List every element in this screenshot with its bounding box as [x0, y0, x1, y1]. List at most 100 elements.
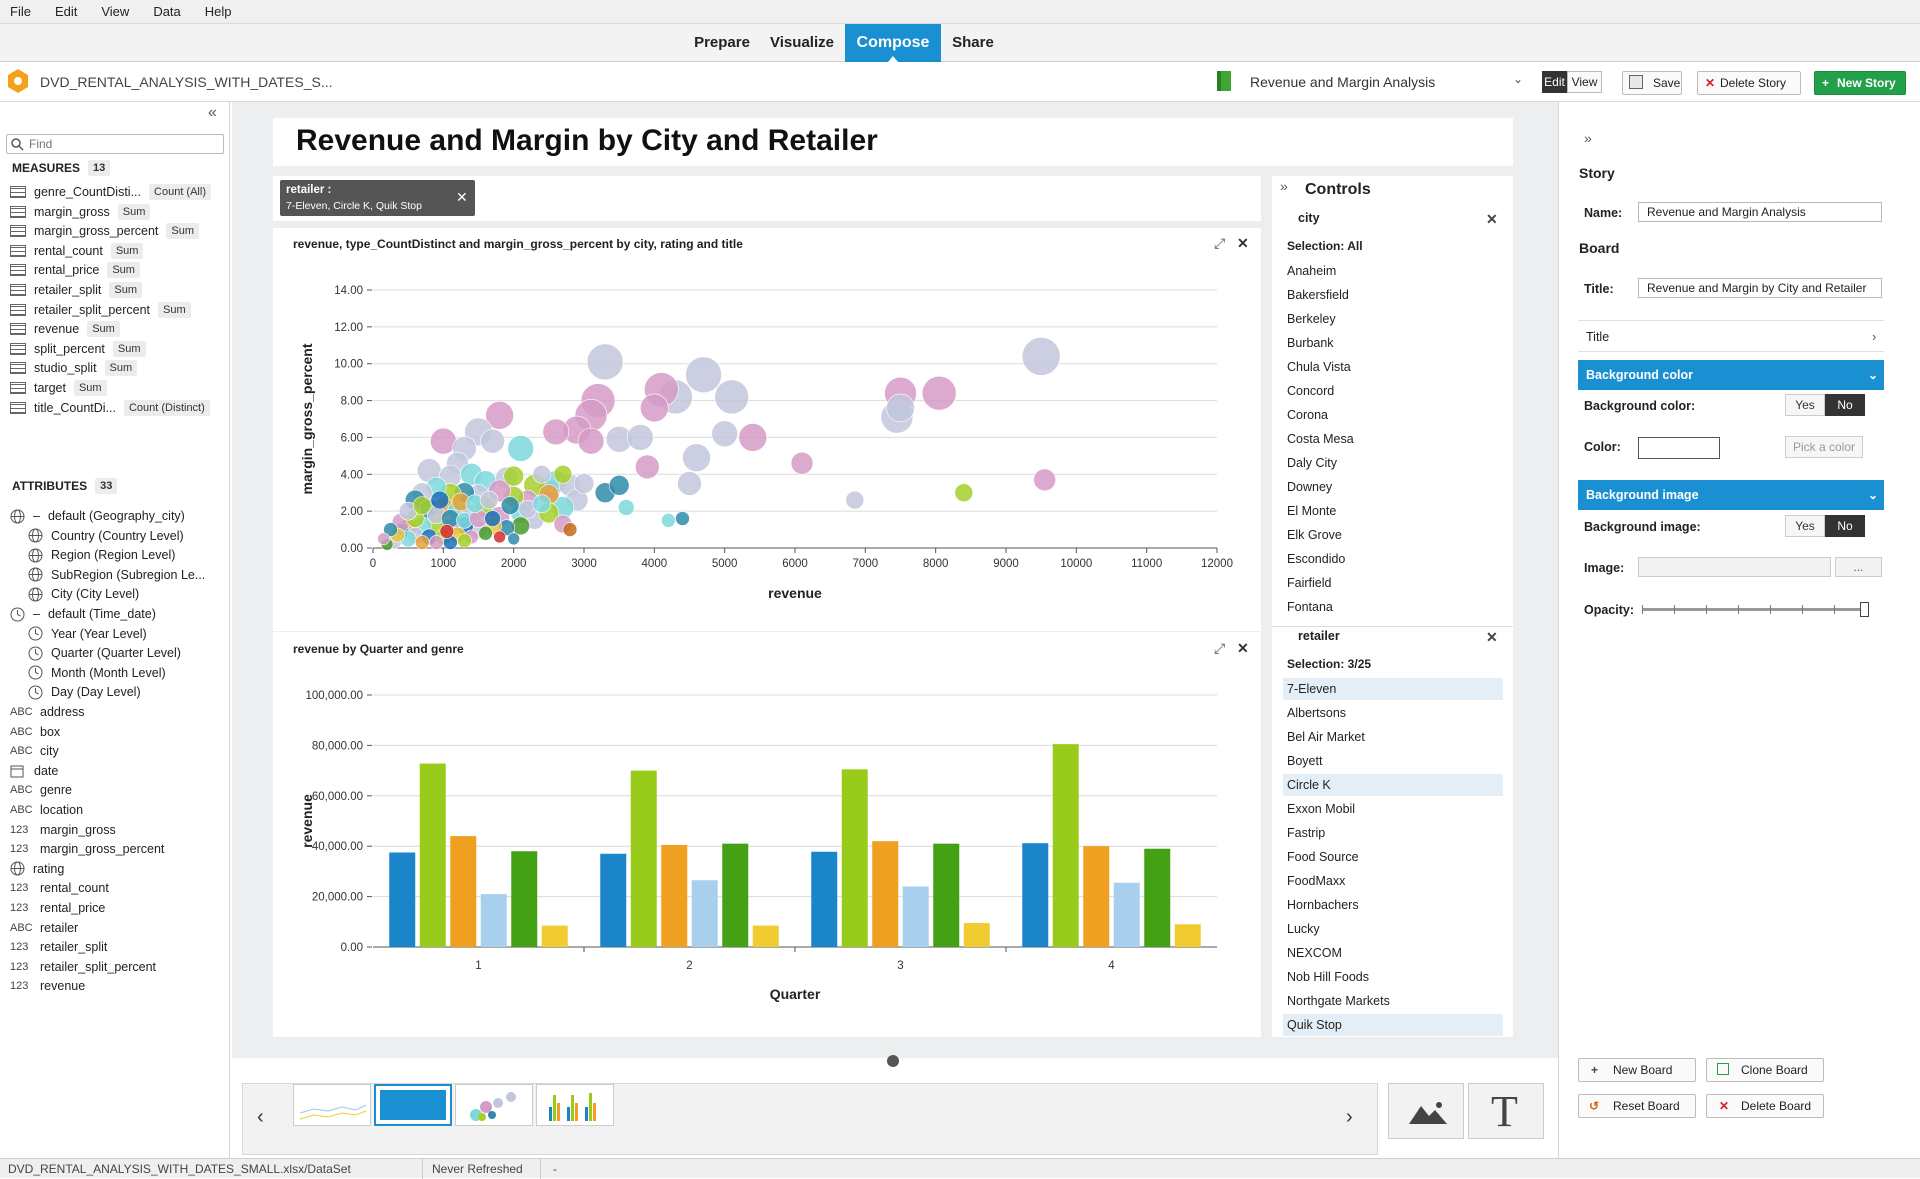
city-option[interactable]: Burbank	[1287, 336, 1334, 350]
city-option[interactable]: Fontana	[1287, 600, 1333, 614]
scatter-point[interactable]	[586, 343, 624, 381]
scatter-point[interactable]	[682, 443, 711, 472]
page-indicator-dot[interactable]	[887, 1055, 899, 1067]
scatter-point[interactable]	[626, 424, 654, 451]
collapse-controls-icon[interactable]: »	[1280, 178, 1288, 194]
remove-retailer-control-icon[interactable]: ✕	[1486, 629, 1498, 645]
new-board-button[interactable]: + New Board	[1578, 1058, 1696, 1082]
filmstrip-next-icon[interactable]: ›	[1346, 1106, 1353, 1128]
scatter-point[interactable]	[478, 525, 493, 541]
scatter-point[interactable]	[377, 532, 390, 546]
search-field[interactable]	[6, 134, 224, 154]
attribute-item[interactable]: 123 rental_count	[10, 879, 109, 897]
add-text-button[interactable]: T	[1468, 1083, 1544, 1139]
filmstrip-prev-icon[interactable]: ‹	[257, 1106, 264, 1128]
scatter-point[interactable]	[429, 535, 444, 550]
scatter-point[interactable]	[640, 393, 669, 423]
measure-item[interactable]: margin_gross_percent Sum	[10, 222, 199, 240]
attribute-item[interactable]: 123 revenue	[10, 977, 85, 995]
scatter-point[interactable]	[738, 423, 768, 452]
bg-image-yes-toggle[interactable]: Yes	[1785, 515, 1825, 537]
opacity-slider-handle[interactable]	[1860, 602, 1869, 617]
attributes-header[interactable]: ATTRIBUTES 33	[12, 478, 118, 494]
close-icon[interactable]: ✕	[1237, 235, 1249, 251]
scatter-point[interactable]	[507, 532, 520, 546]
retailer-option[interactable]: Fastrip	[1287, 826, 1326, 840]
bar[interactable]	[450, 836, 477, 947]
measure-item[interactable]: revenue Sum	[10, 320, 120, 338]
bar[interactable]	[1174, 924, 1201, 947]
retailer-option[interactable]: Albertsons	[1287, 706, 1347, 720]
bar[interactable]	[1083, 846, 1110, 947]
image-path-field[interactable]	[1638, 557, 1831, 577]
scatter-point[interactable]	[845, 490, 865, 510]
measure-item[interactable]: retailer_split Sum	[10, 281, 143, 299]
scatter-point[interactable]	[485, 401, 514, 430]
bar[interactable]	[1052, 744, 1079, 947]
attribute-item[interactable]: ABC retailer	[10, 919, 78, 937]
scatter-point[interactable]	[480, 428, 505, 454]
bg-image-no-toggle[interactable]: No	[1825, 515, 1865, 537]
scatter-point[interactable]	[542, 418, 570, 446]
bar[interactable]	[902, 886, 929, 947]
measure-item[interactable]: target Sum	[10, 379, 107, 397]
city-option[interactable]: Chula Vista	[1287, 360, 1351, 374]
attribute-item[interactable]: 123 rental_price	[10, 899, 105, 917]
scatter-point[interactable]	[479, 490, 499, 510]
measure-item[interactable]: genre_CountDisti... Count (All)	[10, 183, 211, 201]
pick-color-button[interactable]: Pick a color	[1785, 436, 1863, 458]
attribute-item[interactable]: ABC genre	[10, 781, 72, 799]
attribute-item[interactable]: 123 retailer_split_percent	[10, 958, 156, 976]
menu-data[interactable]: Data	[153, 4, 181, 19]
menu-edit[interactable]: Edit	[54, 4, 78, 19]
bar[interactable]	[691, 880, 718, 947]
scatter-point[interactable]	[617, 499, 635, 516]
attribute-item[interactable]: date	[10, 762, 58, 780]
measure-item[interactable]: title_CountDi... Count (Distinct)	[10, 399, 210, 417]
scatter-point[interactable]	[457, 533, 472, 548]
retailer-option[interactable]: Nob Hill Foods	[1287, 970, 1369, 984]
retailer-option[interactable]: FoodMaxx	[1287, 874, 1346, 888]
bar[interactable]	[872, 841, 899, 947]
bg-color-section-header[interactable]: Background color ⌄	[1578, 360, 1884, 390]
clone-board-button[interactable]: Clone Board	[1706, 1058, 1824, 1082]
scatter-point[interactable]	[634, 454, 660, 480]
view-mode-button[interactable]: View	[1567, 71, 1602, 93]
board-title-panel[interactable]: Revenue and Margin by City and Retailer	[273, 118, 1513, 166]
bar[interactable]	[419, 763, 446, 947]
board-title-input[interactable]	[1638, 278, 1882, 298]
delete-board-button[interactable]: ✕ Delete Board	[1706, 1094, 1824, 1118]
attribute-item[interactable]: Month (Month Level)	[28, 664, 166, 682]
scatter-point[interactable]	[414, 535, 430, 550]
scatter-point[interactable]	[677, 471, 702, 496]
bar[interactable]	[1113, 882, 1140, 947]
scatter-point[interactable]	[493, 530, 506, 544]
attribute-item[interactable]: ABC location	[10, 801, 83, 819]
city-option[interactable]: Berkeley	[1287, 312, 1336, 326]
city-option[interactable]: Elk Grove	[1287, 528, 1342, 542]
close-icon[interactable]: ✕	[1237, 640, 1249, 656]
attribute-item[interactable]: Quarter (Quarter Level)	[28, 644, 181, 662]
scatter-point[interactable]	[790, 451, 814, 475]
attribute-item[interactable]: Year (Year Level)	[28, 625, 147, 643]
city-option[interactable]: Bakersfield	[1287, 288, 1349, 302]
scatter-point[interactable]	[714, 379, 750, 415]
bar[interactable]	[752, 925, 779, 947]
retailer-option[interactable]: Hornbachers	[1287, 898, 1359, 912]
story-name-input[interactable]	[1638, 202, 1882, 222]
scatter-point[interactable]	[1033, 468, 1056, 492]
bar[interactable]	[480, 894, 507, 947]
scatter-point[interactable]	[954, 483, 974, 503]
attribute-item[interactable]: SubRegion (Subregion Le...	[28, 566, 205, 584]
attribute-item[interactable]: 123 margin_gross_percent	[10, 840, 164, 858]
retailer-option[interactable]: Northgate Markets	[1287, 994, 1390, 1008]
scatter-point[interactable]	[1021, 337, 1061, 376]
bg-color-no-toggle[interactable]: No	[1825, 394, 1865, 416]
bar[interactable]	[1144, 848, 1171, 947]
remove-filter-icon[interactable]: ✕	[456, 189, 468, 205]
scatter-point[interactable]	[886, 393, 915, 423]
bar[interactable]	[811, 851, 838, 947]
remove-city-control-icon[interactable]: ✕	[1486, 211, 1498, 227]
city-option[interactable]: Daly City	[1287, 456, 1338, 470]
city-option[interactable]: El Monte	[1287, 504, 1337, 518]
